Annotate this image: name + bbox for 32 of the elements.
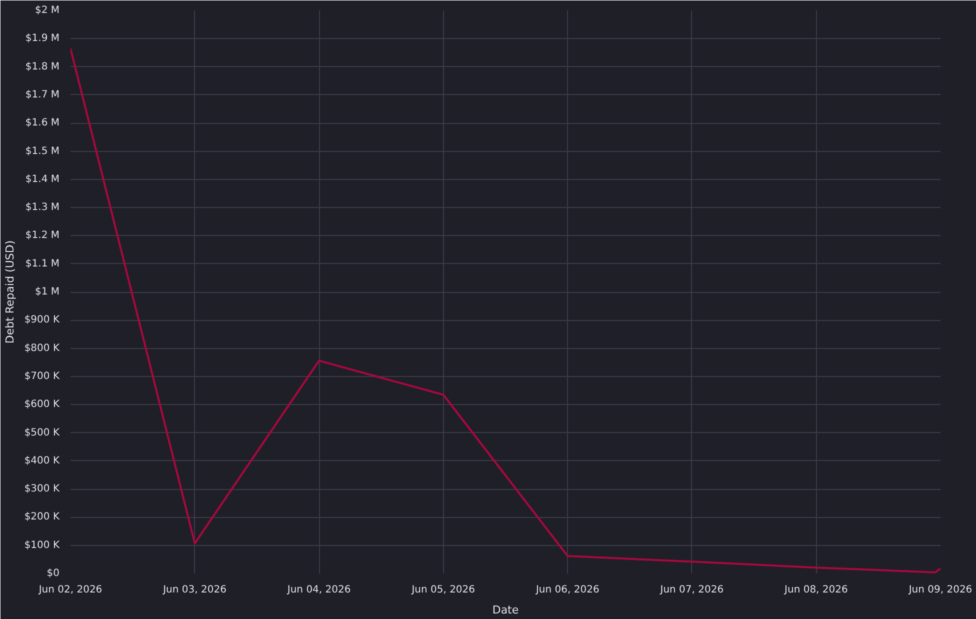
y-tick-label: $1.6 M xyxy=(25,118,60,129)
y-tick-label: $400 K xyxy=(24,455,60,466)
y-tick-label: $1 M xyxy=(34,286,60,298)
y-tick-label: $900 K xyxy=(24,314,60,326)
y-tick-label: $700 K xyxy=(24,370,60,382)
line-series xyxy=(70,48,940,574)
x-tick-label: Jun 03, 2026 xyxy=(162,584,226,596)
y-tick-label: $1.1 M xyxy=(25,258,60,270)
x-tick-label: Jun 04, 2026 xyxy=(286,584,351,596)
y-tick-label: $300 K xyxy=(24,484,60,495)
y-tick-label: $800 K xyxy=(24,342,60,354)
y-tick-label: $1.9 M xyxy=(25,33,60,44)
y-tick-label: $500 K xyxy=(24,427,60,438)
y-axis-title: Debt Repaid (USD) xyxy=(3,240,16,344)
y-tick-label: $1.3 M xyxy=(25,202,60,214)
y-tick-label: $2 M xyxy=(34,5,60,16)
x-tick-label: Jun 07, 2026 xyxy=(659,584,724,596)
x-tick-label: Jun 05, 2026 xyxy=(410,584,476,596)
y-tick-label: $1.4 M xyxy=(25,174,60,185)
x-axis-title: Date xyxy=(492,604,519,616)
y-tick-label: $100 K xyxy=(24,540,60,551)
y-tick-label: $600 K xyxy=(24,399,60,410)
y-tick-label: $0 xyxy=(46,568,60,579)
y-tick-label: $1.8 M xyxy=(25,61,60,72)
x-tick-label: Jun 09, 2026 xyxy=(908,584,972,596)
x-tick-label: Jun 08, 2026 xyxy=(784,584,848,596)
x-tick-label: Jun 06, 2026 xyxy=(534,584,600,596)
y-tick-label: $1.2 M xyxy=(25,230,60,242)
y-tick-label: $1.7 M xyxy=(25,89,60,100)
y-tick-label: $1.5 M xyxy=(25,146,60,157)
y-tick-label: $200 K xyxy=(24,512,60,523)
x-tick-label: Jun 02, 2026 xyxy=(38,584,102,596)
